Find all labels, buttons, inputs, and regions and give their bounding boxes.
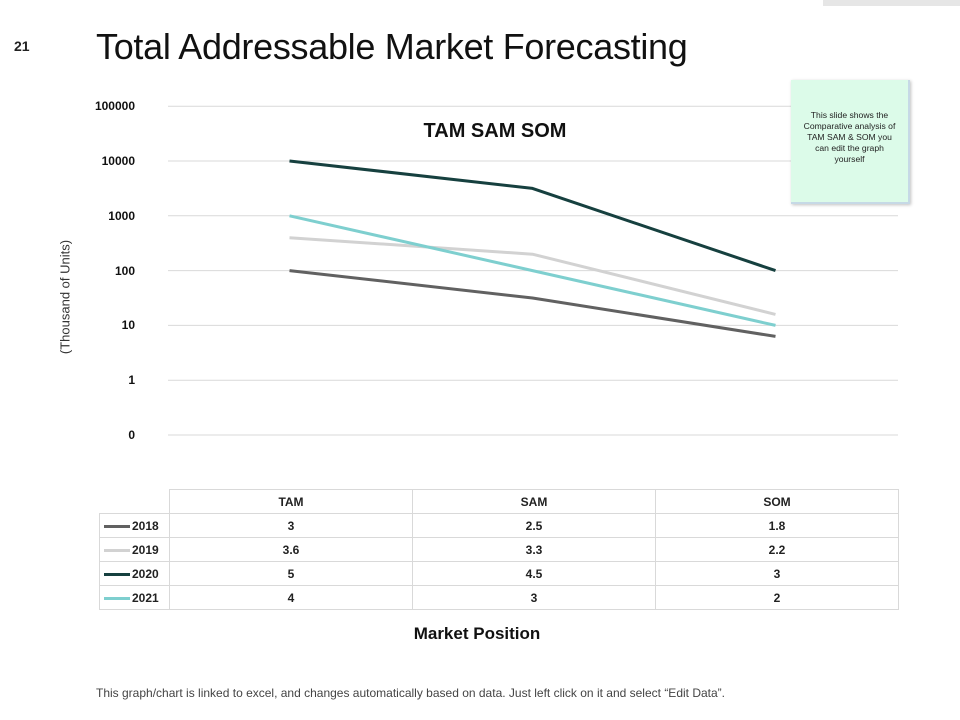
- table-row: 2021 4 3 2: [99, 585, 899, 610]
- y-tick-label: 1: [128, 373, 135, 388]
- table-header-row: TAM SAM SOM: [99, 489, 899, 514]
- legend-swatch: [104, 524, 130, 528]
- data-label: 1.8: [655, 513, 899, 538]
- page-title: Total Addressable Market Forecasting: [96, 26, 688, 67]
- x-axis-label: Market Position: [413, 624, 541, 643]
- data-label: 3: [169, 513, 413, 538]
- legend-entry-2020: 2020: [99, 561, 170, 586]
- legend-swatch: [104, 548, 130, 552]
- table-row: 2019 3.6 3.3 2.2: [99, 537, 899, 562]
- y-tick-label: 10000: [101, 154, 135, 168]
- data-label: 3: [655, 561, 899, 586]
- data-label: 4: [169, 585, 413, 610]
- y-tick-label: 0: [128, 428, 135, 442]
- series-line-2020[interactable]: [289, 159, 776, 273]
- y-tick-label: 100000: [94, 99, 135, 114]
- data-label: 3.3: [412, 537, 656, 562]
- table-row: 2020 5 4.5 3: [99, 561, 899, 586]
- data-label: 4.5: [412, 561, 656, 586]
- top-corner-tab: [823, 0, 960, 6]
- series-line-2021[interactable]: [289, 214, 776, 327]
- data-label: 3.6: [169, 537, 413, 562]
- category-label: TAM: [169, 489, 413, 514]
- series-line-2018[interactable]: [289, 269, 776, 338]
- data-label: 3: [412, 585, 656, 610]
- y-tick-label: 100: [114, 263, 135, 278]
- category-label: SAM: [412, 489, 656, 514]
- slide-number: 21: [14, 38, 30, 54]
- category-label: SOM: [655, 489, 899, 514]
- series-name: 2019: [132, 542, 159, 557]
- chart-title: TAM SAM SOM: [423, 120, 567, 142]
- series-name: 2020: [132, 566, 159, 581]
- data-label: 2: [655, 585, 899, 610]
- legend-swatch: [104, 572, 130, 576]
- legend-entry-2019: 2019: [99, 537, 170, 562]
- data-label: 5: [169, 561, 413, 586]
- legend-swatch: [104, 596, 130, 600]
- data-label: 2.2: [655, 537, 899, 562]
- series-name: 2021: [132, 590, 159, 605]
- legend-entry-2018: 2018: [99, 513, 170, 538]
- footer-note: This graph/chart is linked to excel, and…: [96, 686, 725, 700]
- series-line-2019[interactable]: [289, 236, 776, 316]
- table-row: 2018 3 2.5 1.8: [99, 513, 899, 538]
- table-corner-cell: [99, 489, 170, 514]
- y-tick-label: 1000: [108, 208, 135, 223]
- info-note-text: This slide shows the Comparative analysi…: [803, 110, 896, 164]
- data-label: 2.5: [412, 513, 656, 538]
- legend-entry-2021: 2021: [99, 585, 170, 610]
- info-sticky-note: This slide shows the Comparative analysi…: [791, 80, 910, 204]
- data-table: TAM SAM SOM 2018 3 2.5 1.8 2019 3.6 3.3 2.2 2020 5 4.…: [99, 489, 899, 610]
- y-tick-label: 10: [121, 318, 135, 333]
- series-name: 2018: [132, 518, 159, 533]
